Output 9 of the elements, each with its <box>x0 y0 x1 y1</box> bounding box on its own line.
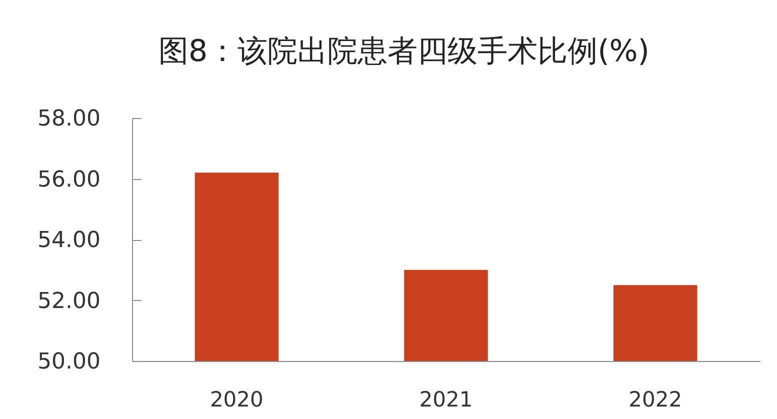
x-tick-label: 2021 <box>419 388 473 412</box>
y-tick-label: 56.00 <box>38 167 100 192</box>
x-tick-label: 2022 <box>628 388 682 412</box>
y-tick-label: 54.00 <box>38 228 100 253</box>
chart-title: 图8：该院出院患者四级手术比例(%) <box>158 34 650 69</box>
y-tick-label: 52.00 <box>38 288 100 314</box>
x-tick-label: 2020 <box>210 388 264 412</box>
y-tick-label: 50.00 <box>38 350 100 374</box>
y-tick-label: 58.00 <box>38 106 100 132</box>
